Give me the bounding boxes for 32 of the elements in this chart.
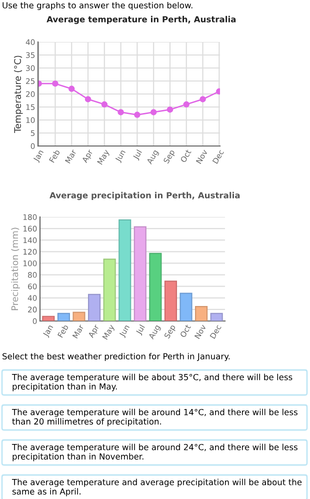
bar [164,280,178,321]
bar [42,316,55,321]
bar [103,258,116,321]
bar [118,219,132,321]
bar [134,226,146,321]
point [118,109,124,116]
chart-title: Average temperature in Perth, Australia [46,16,236,24]
y-axis-title: Precipitation (mm) [11,228,20,310]
text: The average temperature will be around 24°C, and there will be less precipitation than in November. [12,444,298,462]
bar [195,306,208,321]
point [166,106,174,113]
bar [149,252,162,321]
point [52,80,58,87]
point [200,96,206,102]
point [68,86,75,92]
point [84,96,92,102]
bar [88,294,101,321]
bar [180,292,192,321]
point [134,112,140,118]
bar [72,312,86,321]
text: Select the best weather prediction for Perth in January. [2,352,230,362]
point [101,101,108,108]
text: Use the graphs to answer the question below. [2,2,192,10]
y-axis-title: Temperature (°C) [14,56,23,133]
bar [57,312,70,321]
chart-title: Average precipitation in Perth, Australia [50,192,240,200]
text: The average temperature will be around 14°C, and there will be less than 20 millimetres of precipitation. [12,408,298,426]
point [183,101,190,108]
text: The average temperature and average precipitation will be about the same as in April. [12,478,302,496]
text: The average temperature will be about 35°C, and there will be less precipitation than in May. [12,374,292,392]
bar [210,312,223,321]
point [150,109,157,116]
